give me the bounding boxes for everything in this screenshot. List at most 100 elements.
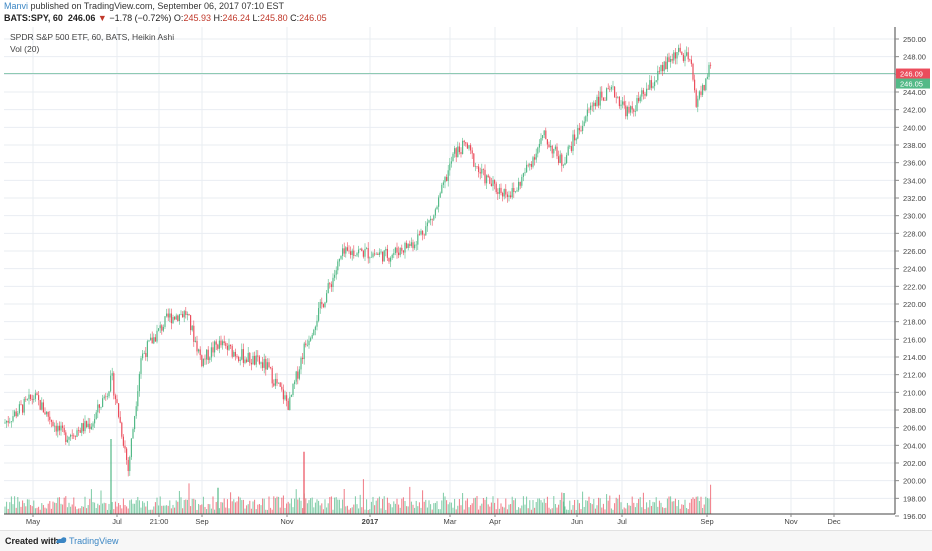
candle-body [298,369,300,379]
volume-bar [49,501,51,514]
candle-body [346,247,348,251]
candle-body [258,356,260,364]
volume-bar [615,497,617,514]
candle-body [596,96,598,106]
candle-body [374,253,376,255]
volume-bar [519,508,521,514]
volume-bar [95,508,97,514]
candle-body [422,230,424,235]
candle-body [618,96,620,107]
candle-body [306,345,308,346]
chart-header: Manvi published on TradingView.com, Sept… [0,0,932,26]
volume-bar [694,498,696,514]
volume-bar [710,484,712,514]
volume-bar [572,505,574,514]
candle-body [116,399,118,404]
volume-bar [292,507,294,514]
close-price-tag [896,78,930,89]
volume-bar [503,507,505,514]
candle-body [697,98,699,107]
candle-body [145,353,147,357]
price-tick-label: 248.00 [903,53,926,62]
tradingview-logo-icon[interactable] [55,535,67,545]
candle-body [127,459,129,472]
volume-bar [137,496,139,514]
candle-body [266,362,268,370]
volume-bar [570,509,572,514]
volume-bar [207,503,209,514]
candle-body [654,81,656,87]
candle-body [100,406,102,408]
volume-bar [574,499,576,514]
candle-body [564,163,566,166]
candle-body [655,80,657,82]
volume-bar [391,507,393,514]
volume-bar [161,505,163,514]
volume-bar [655,497,657,514]
candle-body [673,52,675,61]
candle-body [137,391,139,407]
volume-bar [343,488,345,514]
volume-bar [30,504,32,514]
candle-body [49,416,51,420]
volume-bar [233,499,235,514]
candle-body [252,355,254,365]
candle-body [434,209,436,216]
candle-body [638,98,640,102]
price-tick-label: 242.00 [903,106,926,115]
series-name[interactable]: SPDR S&P 500 ETF, 60, BATS, Heikin Ashi [10,32,175,42]
symbol-label[interactable]: BATS:SPY, 60 [4,13,63,23]
volume-bar [537,498,539,514]
candle-body [577,128,579,139]
candle-body [586,109,588,117]
volume-bar [681,504,683,514]
volume-bar [111,502,113,514]
volume-bar [94,502,96,514]
candle-body [180,314,182,315]
volume-bar [471,503,473,514]
author-link[interactable]: Manvi [4,1,29,11]
volume-bar [546,496,548,514]
candle-body [542,135,544,139]
candle-body [26,399,28,400]
candle-body [210,347,212,358]
candle-body [58,425,60,431]
volume-bar [455,509,457,514]
tradingview-brand[interactable]: TradingView [69,536,119,546]
volume-bar [505,498,507,514]
candle-body [318,308,320,321]
candle-body [692,63,694,80]
candle-body [582,125,584,131]
candle-body [247,352,249,362]
candle-body [394,247,396,254]
volume-bar [447,504,449,514]
volume-bar [473,498,475,514]
volume-bar [71,504,73,514]
candle-body [414,244,416,249]
candle-body [657,70,659,81]
candle-body [193,325,195,342]
volume-bar [284,507,286,514]
volume-bar [687,509,689,514]
volume-bar [73,497,75,514]
candle-body [490,183,492,187]
volume-bar [190,506,192,514]
candle-body [228,344,230,350]
volume-bar [174,507,176,514]
candle-body [196,340,198,352]
volume-bar [551,508,553,514]
volume-bar [228,508,230,514]
candle-body [500,187,502,194]
volume-name[interactable]: Vol (20) [10,44,40,54]
candle-body [338,258,340,262]
candle-body [492,180,494,187]
volume-bar [257,504,259,514]
volume-bar [644,509,646,514]
volume-bar [302,508,304,514]
candle-body [23,398,25,413]
candle-body [220,340,222,346]
volume-bar [70,506,72,514]
volume-bar [553,496,555,514]
price-chart[interactable]: 250.00248.00246.00244.00242.00240.00238.… [4,27,930,527]
candle-body [687,52,689,60]
